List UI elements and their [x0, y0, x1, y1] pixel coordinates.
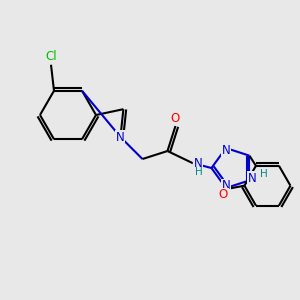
Text: H: H: [260, 169, 267, 179]
Text: N: N: [194, 157, 203, 169]
Text: O: O: [219, 188, 228, 201]
Text: H: H: [195, 167, 202, 177]
Text: O: O: [171, 112, 180, 124]
Text: N: N: [222, 179, 230, 193]
Text: N: N: [222, 144, 230, 157]
Text: Cl: Cl: [45, 50, 57, 63]
Text: N: N: [116, 130, 125, 143]
Text: N: N: [248, 172, 257, 185]
